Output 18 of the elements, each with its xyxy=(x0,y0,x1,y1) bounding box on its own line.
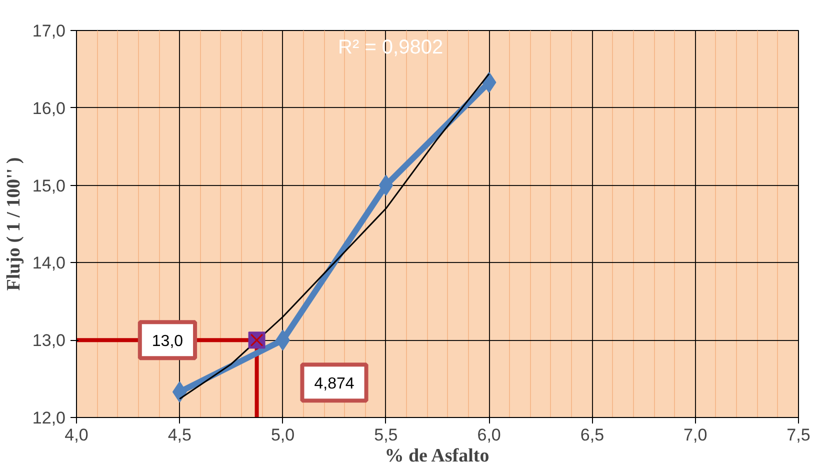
x-tick-label: 7,0 xyxy=(684,426,708,444)
annotation: 13,0 xyxy=(152,333,184,350)
x-tick-label: 4,5 xyxy=(168,426,192,444)
y-tick-label: 15,0 xyxy=(32,176,66,196)
x-tick-label: 5,0 xyxy=(270,426,295,444)
x-tick-label: 6,0 xyxy=(477,426,501,444)
x-axis-title: % de Asfalto xyxy=(384,446,490,466)
x-tick-label: 4,0 xyxy=(64,426,88,444)
annotation: 4,874 xyxy=(314,376,354,393)
y-tick-label: 14,0 xyxy=(32,254,66,273)
y-tick-label: 17,0 xyxy=(32,22,66,40)
y-tick-label: 13,0 xyxy=(32,331,66,350)
y-tick-label: 16,0 xyxy=(32,98,66,118)
x-tick-label: 6,5 xyxy=(580,426,604,444)
y-axis-title: Flujo ( 1 / 100'' ) xyxy=(3,157,24,291)
x-tick-label: 7,5 xyxy=(786,426,810,444)
x-tick-label: 5,5 xyxy=(374,426,398,444)
y-tick-label: 12,0 xyxy=(32,408,66,428)
